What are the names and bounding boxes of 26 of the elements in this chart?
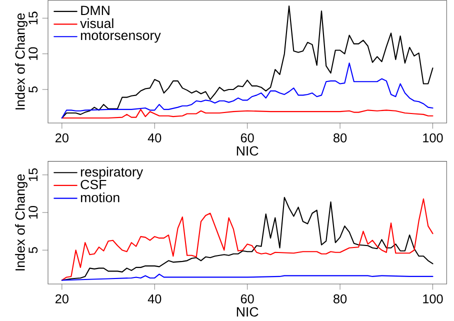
legend-label: DMN [81,6,110,15]
y-tick-label: 15 [28,168,38,181]
x-tick-label: 100 [423,133,443,142]
x-tick-label: 20 [55,294,68,304]
x-tick-label: 40 [148,294,162,304]
x-tick-label: 80 [334,294,347,304]
y-tick-label: 15 [28,12,38,24]
y-axis-title: Index of Change [15,174,28,270]
x-axis-title: NIC [236,146,258,156]
x-tick-label: 100 [423,294,443,304]
x-tick-label: 20 [55,133,68,142]
legend-label: visual [80,18,114,28]
legend-label: respiratory [80,166,144,180]
y-tick-label: 5 [28,247,38,254]
legend-label: CSF [80,180,106,190]
x-axis-title: NIC [236,307,258,317]
y-tick-label: 10 [28,47,38,60]
legend-label: motion [80,192,120,202]
x-tick-label: 40 [148,133,162,142]
x-tick-label: 60 [240,294,254,304]
x-tick-label: 80 [334,133,347,142]
y-tick-label: 10 [28,206,38,219]
y-tick-label: 5 [28,86,38,92]
y-axis-title: Index of Change [15,13,28,110]
legend-label: motorsensory [80,31,161,43]
x-tick-label: 60 [240,133,254,142]
